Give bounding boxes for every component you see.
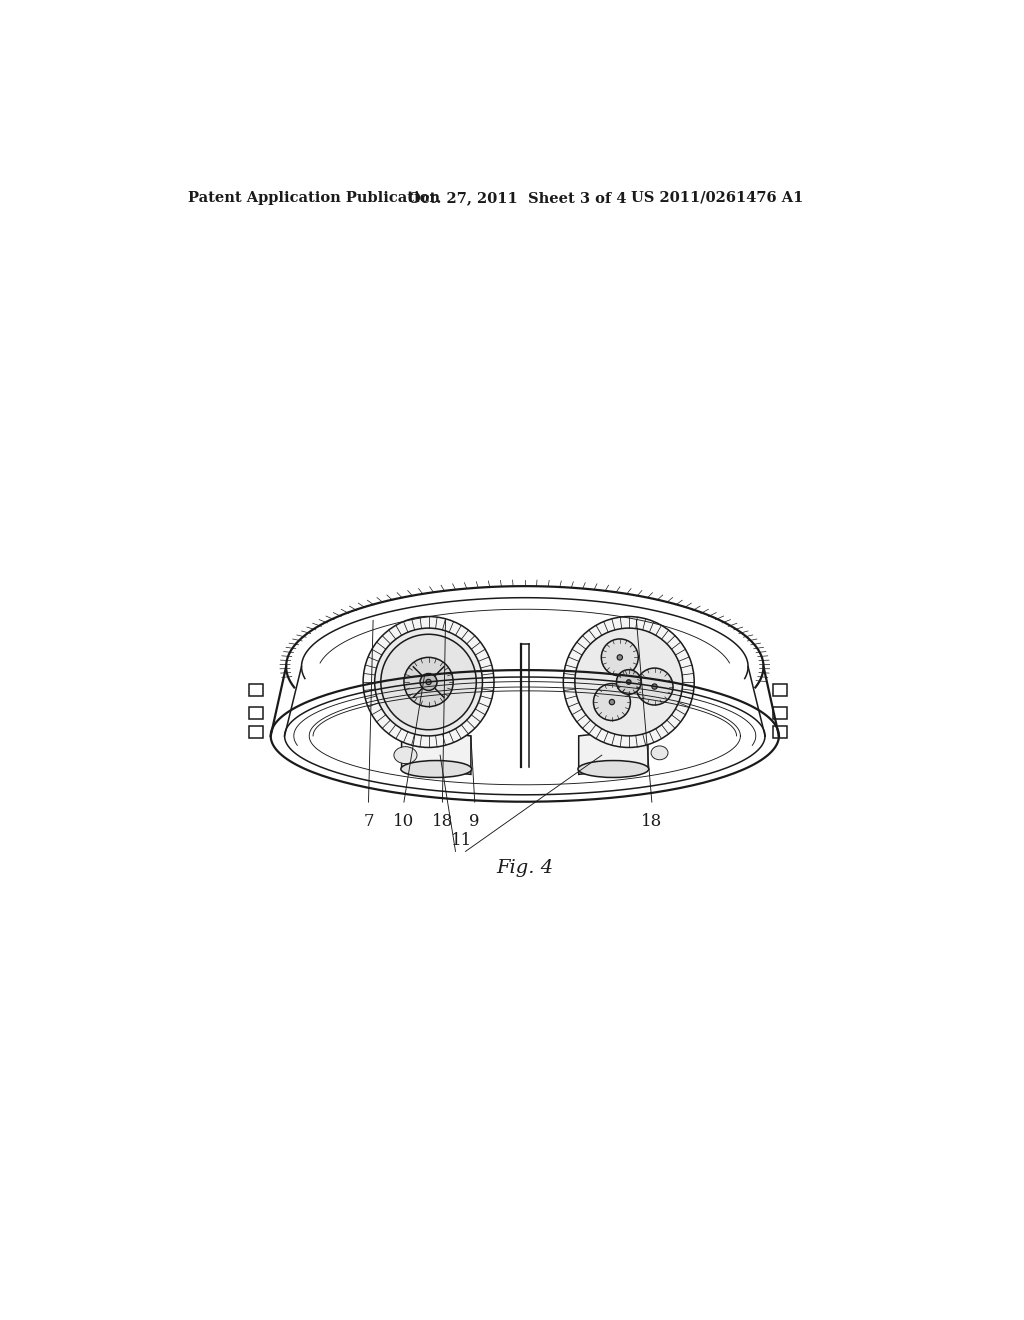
Ellipse shape	[394, 747, 417, 763]
Ellipse shape	[420, 673, 437, 690]
Text: US 2011/0261476 A1: US 2011/0261476 A1	[631, 191, 804, 205]
Ellipse shape	[617, 655, 623, 660]
Ellipse shape	[609, 700, 614, 705]
Text: 7: 7	[364, 813, 374, 830]
Ellipse shape	[574, 628, 683, 737]
Bar	[249, 706, 263, 719]
Ellipse shape	[594, 684, 631, 721]
Bar	[773, 726, 786, 738]
Bar	[773, 684, 786, 696]
Ellipse shape	[627, 680, 631, 684]
Ellipse shape	[426, 680, 431, 685]
Ellipse shape	[600, 721, 627, 735]
Bar	[249, 684, 263, 696]
Text: 9: 9	[469, 813, 480, 830]
Ellipse shape	[381, 635, 476, 730]
Text: 11: 11	[451, 832, 472, 849]
Text: 10: 10	[393, 813, 415, 830]
Polygon shape	[579, 729, 648, 775]
Text: Oct. 27, 2011  Sheet 3 of 4: Oct. 27, 2011 Sheet 3 of 4	[408, 191, 627, 205]
Text: 18: 18	[641, 813, 663, 830]
Ellipse shape	[601, 639, 638, 676]
Polygon shape	[401, 729, 471, 775]
Ellipse shape	[423, 721, 450, 735]
Text: Patent Application Publication: Patent Application Publication	[188, 191, 440, 205]
Ellipse shape	[652, 684, 657, 689]
Bar	[249, 726, 263, 738]
Ellipse shape	[636, 668, 673, 705]
Ellipse shape	[616, 669, 641, 694]
Ellipse shape	[375, 628, 482, 737]
Text: Fig. 4: Fig. 4	[497, 859, 553, 876]
Ellipse shape	[364, 616, 494, 747]
Ellipse shape	[403, 657, 454, 706]
Text: 18: 18	[432, 813, 453, 830]
Ellipse shape	[400, 760, 472, 777]
Bar	[773, 706, 786, 719]
Ellipse shape	[563, 616, 694, 747]
Ellipse shape	[651, 746, 668, 760]
Ellipse shape	[578, 760, 649, 777]
